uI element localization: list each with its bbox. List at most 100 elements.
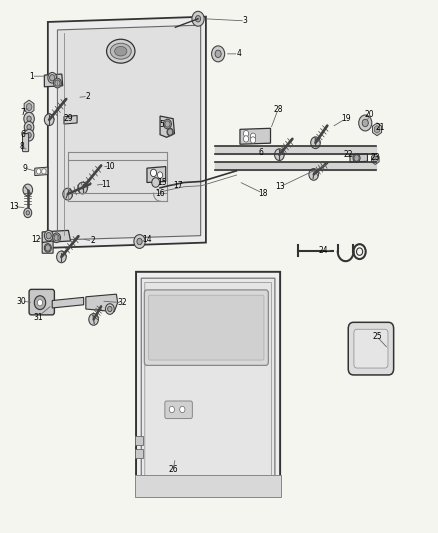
Text: 6: 6 bbox=[20, 130, 25, 139]
FancyBboxPatch shape bbox=[22, 134, 28, 152]
Circle shape bbox=[353, 154, 360, 163]
Text: 2: 2 bbox=[86, 92, 90, 101]
Circle shape bbox=[157, 172, 162, 178]
Polygon shape bbox=[64, 116, 77, 124]
Text: 5: 5 bbox=[159, 119, 164, 128]
Circle shape bbox=[169, 406, 174, 413]
Text: 19: 19 bbox=[341, 114, 350, 123]
FancyBboxPatch shape bbox=[145, 290, 268, 366]
Circle shape bbox=[24, 130, 34, 141]
Text: 31: 31 bbox=[33, 312, 42, 321]
Text: 26: 26 bbox=[168, 465, 178, 474]
Circle shape bbox=[55, 80, 60, 86]
Polygon shape bbox=[350, 154, 367, 163]
Polygon shape bbox=[147, 166, 166, 182]
Polygon shape bbox=[372, 123, 381, 136]
Text: 15: 15 bbox=[157, 178, 167, 187]
FancyBboxPatch shape bbox=[354, 329, 388, 368]
Circle shape bbox=[26, 211, 29, 215]
Circle shape bbox=[44, 230, 53, 241]
Text: 14: 14 bbox=[142, 236, 152, 245]
Text: 1: 1 bbox=[29, 71, 34, 80]
Text: 32: 32 bbox=[117, 298, 127, 307]
Circle shape bbox=[54, 235, 59, 241]
Circle shape bbox=[275, 149, 284, 160]
Circle shape bbox=[27, 116, 31, 122]
FancyBboxPatch shape bbox=[135, 475, 281, 497]
Text: 28: 28 bbox=[273, 105, 283, 114]
Circle shape bbox=[150, 169, 156, 176]
Circle shape bbox=[309, 168, 318, 180]
Polygon shape bbox=[145, 282, 272, 486]
Circle shape bbox=[24, 208, 32, 217]
Polygon shape bbox=[371, 154, 379, 165]
Circle shape bbox=[24, 112, 34, 125]
Polygon shape bbox=[42, 230, 71, 243]
Text: 3: 3 bbox=[243, 17, 247, 26]
Circle shape bbox=[27, 133, 31, 138]
Circle shape bbox=[46, 232, 51, 239]
FancyBboxPatch shape bbox=[135, 449, 144, 458]
Polygon shape bbox=[160, 116, 174, 138]
Polygon shape bbox=[52, 297, 84, 308]
Circle shape bbox=[311, 137, 320, 149]
Text: 2: 2 bbox=[90, 237, 95, 246]
Text: 13: 13 bbox=[276, 182, 285, 191]
Text: 8: 8 bbox=[19, 142, 24, 151]
Circle shape bbox=[63, 188, 72, 200]
Text: 25: 25 bbox=[372, 332, 382, 341]
Polygon shape bbox=[240, 128, 271, 144]
Circle shape bbox=[48, 72, 57, 83]
Polygon shape bbox=[141, 278, 275, 490]
Polygon shape bbox=[35, 167, 48, 175]
Polygon shape bbox=[86, 294, 118, 312]
FancyBboxPatch shape bbox=[135, 435, 144, 445]
Polygon shape bbox=[373, 156, 378, 163]
Circle shape bbox=[152, 177, 159, 187]
Ellipse shape bbox=[115, 46, 127, 56]
Circle shape bbox=[212, 46, 225, 62]
Circle shape bbox=[108, 306, 112, 312]
Circle shape bbox=[165, 121, 170, 127]
Circle shape bbox=[359, 115, 372, 131]
Circle shape bbox=[44, 114, 54, 126]
Circle shape bbox=[167, 129, 173, 135]
Circle shape bbox=[27, 125, 31, 130]
Polygon shape bbox=[24, 100, 34, 114]
Circle shape bbox=[215, 50, 221, 58]
Circle shape bbox=[24, 122, 34, 133]
Circle shape bbox=[42, 168, 46, 174]
Circle shape bbox=[45, 245, 50, 251]
Circle shape bbox=[244, 136, 249, 142]
Circle shape bbox=[37, 300, 42, 306]
FancyBboxPatch shape bbox=[165, 401, 192, 418]
Text: 10: 10 bbox=[105, 162, 115, 171]
Polygon shape bbox=[42, 241, 53, 253]
Text: 12: 12 bbox=[31, 236, 40, 245]
Text: 18: 18 bbox=[258, 189, 268, 198]
Text: 9: 9 bbox=[22, 164, 27, 173]
Circle shape bbox=[36, 168, 41, 174]
Circle shape bbox=[163, 119, 171, 129]
Text: 16: 16 bbox=[155, 189, 165, 198]
Circle shape bbox=[251, 137, 256, 143]
FancyBboxPatch shape bbox=[348, 322, 394, 375]
Circle shape bbox=[192, 11, 204, 26]
Polygon shape bbox=[136, 272, 280, 496]
Circle shape bbox=[244, 131, 249, 137]
Text: 13: 13 bbox=[9, 202, 18, 211]
Circle shape bbox=[53, 233, 60, 243]
Text: 23: 23 bbox=[371, 153, 380, 162]
Circle shape bbox=[134, 235, 145, 248]
Text: 4: 4 bbox=[236, 50, 241, 58]
Circle shape bbox=[362, 119, 368, 127]
Text: 17: 17 bbox=[173, 181, 182, 190]
Circle shape bbox=[354, 155, 359, 161]
Text: 30: 30 bbox=[17, 296, 27, 305]
Polygon shape bbox=[48, 17, 206, 248]
Circle shape bbox=[137, 238, 142, 245]
Polygon shape bbox=[44, 74, 63, 87]
Circle shape bbox=[49, 75, 55, 81]
Circle shape bbox=[180, 406, 185, 413]
Text: 22: 22 bbox=[343, 150, 353, 159]
